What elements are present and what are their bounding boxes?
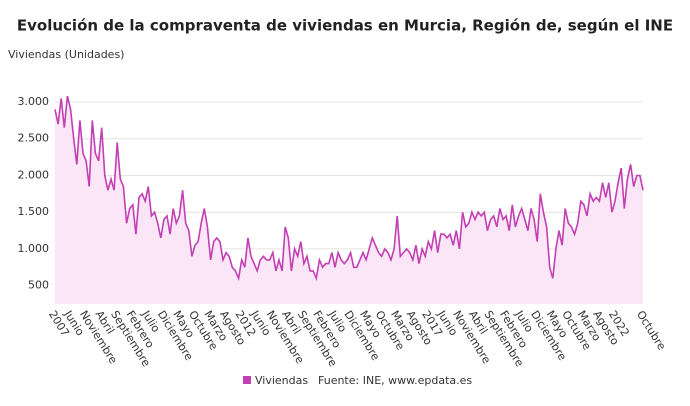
x-tick-label: Octubre: [634, 308, 668, 352]
y-tick-label: 2.000: [18, 168, 50, 181]
y-tick-label: 1.500: [18, 205, 50, 218]
y-tick-label: 3.000: [18, 95, 50, 108]
legend-swatch: [243, 376, 251, 384]
y-axis-label: Viviendas (Unidades): [8, 48, 124, 61]
area: [55, 96, 643, 304]
legend-label: Viviendas: [255, 374, 308, 387]
y-tick-label: 500: [28, 279, 49, 292]
y-tick-label: 2.500: [18, 132, 50, 145]
chart-title: Evolución de la compraventa de viviendas…: [17, 17, 673, 35]
source: Fuente: INE, www.epdata.es: [318, 374, 472, 387]
line: [54, 95, 644, 282]
y-tick-label: 1.000: [18, 242, 50, 255]
